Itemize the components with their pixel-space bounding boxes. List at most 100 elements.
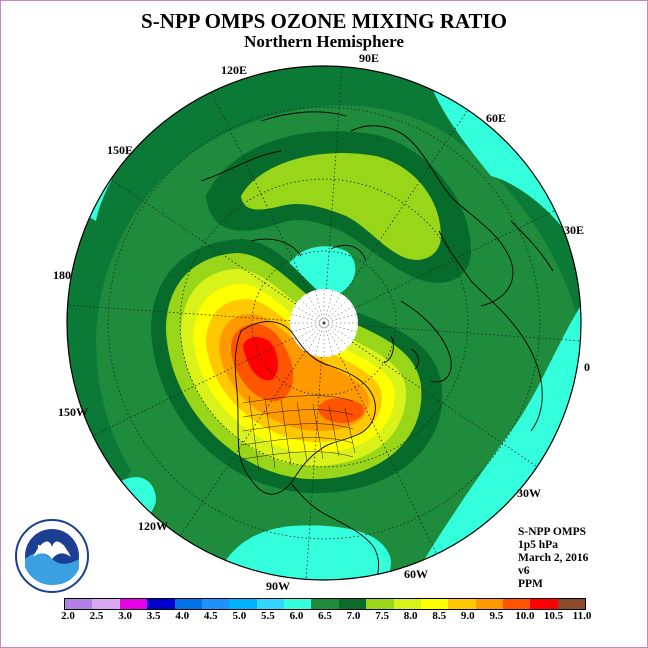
colorbar-tick-label: 4.5 bbox=[203, 610, 218, 622]
lon-label-30w: 30W bbox=[517, 486, 541, 500]
state-line bbox=[242, 409, 354, 418]
cap-meridian bbox=[323, 293, 342, 324]
cap-meridian bbox=[299, 322, 325, 348]
colorbar-swatch bbox=[174, 599, 202, 609]
cap-meridian bbox=[306, 293, 325, 324]
state-line bbox=[242, 423, 354, 432]
lon-label-90w: 90W bbox=[266, 579, 290, 593]
ozone-band-10p0-east bbox=[318, 398, 365, 424]
colorbar-swatch bbox=[503, 599, 531, 609]
colorbar-tick-label: 5.0 bbox=[232, 610, 247, 622]
lon-label-120e: 120E bbox=[221, 63, 248, 77]
colorbar-tick-label: 6.0 bbox=[289, 610, 304, 622]
lon-label-30e: 30E bbox=[564, 223, 585, 237]
noaa-logo: NOAA bbox=[15, 519, 89, 593]
colorbar-swatch bbox=[256, 599, 284, 609]
latitude-circle bbox=[179, 178, 469, 468]
coastlines bbox=[200, 111, 554, 580]
colorbar-swatch bbox=[201, 599, 230, 609]
lon-label-180: 180 bbox=[53, 268, 71, 282]
cap-meridian bbox=[323, 298, 349, 324]
state-line bbox=[248, 395, 260, 472]
state-boundaries bbox=[242, 395, 356, 472]
info-units: PPM bbox=[518, 578, 543, 590]
colorbar-tick-label: 8.5 bbox=[432, 610, 447, 622]
colorbar-tick-label: 8.0 bbox=[403, 610, 418, 622]
meridian-line bbox=[305, 356, 323, 580]
cap-meridian bbox=[323, 290, 333, 324]
cap-meridian bbox=[306, 322, 325, 353]
colorbar-ticks: 2.0 2.5 3.0 3.5 4.0 4.5 5.0 5.5 6.0 6.5 7.0 7.5 8.0 8… bbox=[1, 610, 647, 624]
cap-meridian bbox=[315, 322, 325, 356]
colorbar-tick-label: 4.0 bbox=[175, 610, 190, 622]
cap-meridian bbox=[323, 322, 342, 353]
colorbar-swatch bbox=[92, 599, 120, 609]
lon-label-150e: 150E bbox=[107, 143, 134, 157]
colorbar-tick-label: 6.5 bbox=[318, 610, 332, 622]
info-version: v6 bbox=[518, 565, 530, 577]
ozone-band-5p5-s bbox=[211, 525, 391, 580]
cap-meridian bbox=[315, 290, 325, 324]
meridian-line bbox=[325, 66, 343, 290]
lon-label-120w: 120W bbox=[138, 519, 168, 533]
meridian-line bbox=[338, 353, 438, 555]
latitude-circle bbox=[251, 250, 397, 396]
colorbar-tick-label: 9.0 bbox=[460, 610, 475, 622]
lon-label-0: 0 bbox=[584, 360, 590, 374]
colorbar-tick-label: 2.5 bbox=[89, 610, 104, 622]
colorbar-swatch bbox=[284, 599, 312, 609]
colorbar-tick-label: 7.0 bbox=[346, 610, 361, 622]
meridian-line bbox=[354, 209, 556, 309]
lon-label-90e: 90E bbox=[359, 51, 380, 65]
colorbar-swatch bbox=[366, 599, 394, 609]
info-instrument: S-NPP OMPS bbox=[518, 526, 587, 538]
cap-meridian bbox=[323, 314, 357, 324]
map-border bbox=[66, 65, 582, 581]
state-line bbox=[312, 403, 324, 460]
meridian-line bbox=[67, 304, 291, 322]
info-block: S-NPP OMPS 1p5 hPa March 2, 2016 v6 PPM bbox=[518, 526, 588, 591]
lon-label-150w: 150W bbox=[58, 405, 88, 419]
latitude-circle bbox=[107, 106, 541, 540]
colorbar-swatch bbox=[393, 599, 421, 609]
ozone-field bbox=[67, 66, 581, 580]
meridian-line bbox=[210, 91, 310, 293]
cap-meridian bbox=[323, 322, 354, 341]
meridian-line bbox=[110, 178, 297, 305]
meridian-line bbox=[342, 109, 469, 296]
state-line bbox=[264, 397, 276, 469]
meridian-line bbox=[357, 324, 581, 342]
colorbar-tick-label: 2.0 bbox=[61, 610, 75, 622]
colorbar-swatch bbox=[557, 599, 586, 609]
figure-subtitle: Northern Hemisphere bbox=[244, 32, 404, 51]
cap-meridian bbox=[294, 322, 325, 341]
colorbar-swatch bbox=[338, 599, 367, 609]
colorbar-swatch bbox=[530, 599, 558, 609]
colorbar-tick-label: 10.0 bbox=[515, 610, 535, 622]
meridian-line bbox=[92, 337, 294, 437]
cap-meridian bbox=[291, 314, 325, 324]
colorbar-tick-label: 9.5 bbox=[489, 610, 504, 622]
colorbar-swatch bbox=[119, 599, 148, 609]
colorbar-tick-label: 10.5 bbox=[543, 610, 564, 622]
cap-meridian bbox=[294, 305, 325, 324]
cap-meridian bbox=[323, 322, 349, 348]
state-line bbox=[344, 407, 356, 454]
cap-meridian bbox=[299, 298, 325, 324]
colorbar-swatch bbox=[229, 599, 257, 609]
state-line bbox=[242, 437, 354, 446]
colorbar-swatch bbox=[475, 599, 503, 609]
cap-meridian bbox=[323, 305, 354, 324]
state-line bbox=[242, 395, 354, 404]
colorbar-tick-label: 3.5 bbox=[146, 610, 161, 622]
lon-label-60e: 60E bbox=[486, 111, 507, 125]
colorbar-tick-label: 3.0 bbox=[118, 610, 132, 622]
info-level: 1p5 hPa bbox=[518, 539, 558, 551]
graticule bbox=[67, 66, 581, 580]
noaa-logo-text: NOAA bbox=[37, 544, 66, 555]
lon-label-60w: 60W bbox=[404, 567, 428, 581]
state-line bbox=[280, 399, 292, 466]
state-line bbox=[242, 451, 354, 460]
